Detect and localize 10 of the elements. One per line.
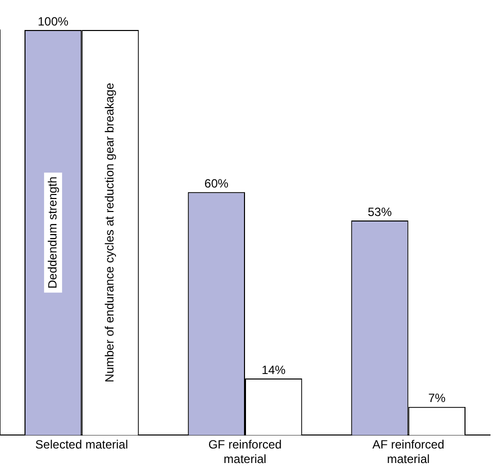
data-label: 14% (262, 362, 286, 377)
x-tick-label: AF reinforced material (372, 438, 444, 466)
data-label: 7% (428, 391, 446, 406)
series-label: Number of endurance cycles at reduction gear breakage (102, 82, 117, 382)
data-label: 53% (368, 204, 392, 219)
data-label: 60% (204, 176, 229, 190)
x-tick-label: GF reinforced material (208, 438, 282, 466)
data-label: 100% (38, 14, 69, 28)
x-tick-label: Selected material (35, 438, 128, 452)
series-label: Deddendum strength (45, 176, 60, 289)
